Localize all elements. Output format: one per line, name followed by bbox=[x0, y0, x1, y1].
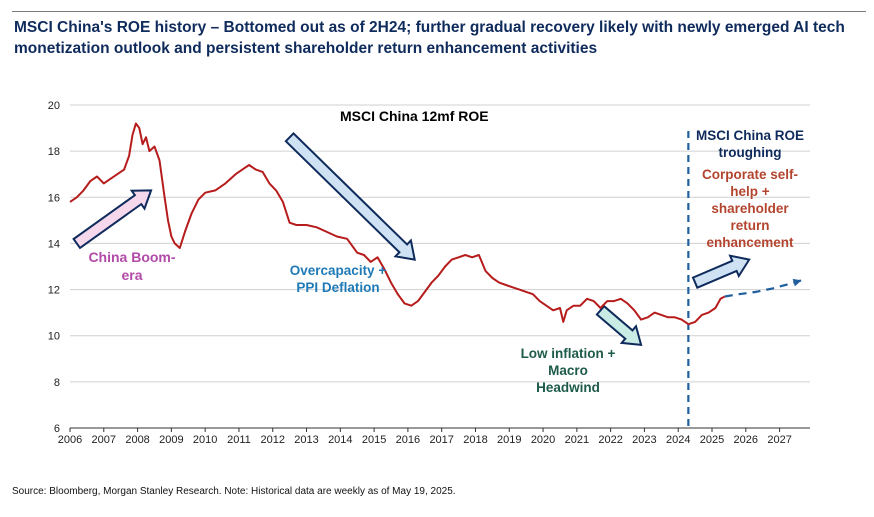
x-tick-label: 2027 bbox=[767, 434, 791, 446]
roe-line-chart: 6 8 10 12 14 16 18 20 2006 2007 2008 2009 2010 2011 20… bbox=[48, 100, 810, 446]
x-tick-label: 2024 bbox=[666, 434, 690, 446]
x-tick-label: 2007 bbox=[92, 434, 116, 446]
roe-series-line bbox=[69, 122, 726, 326]
low-inflation-label: Low inflation + Macro Headwind bbox=[520, 346, 616, 395]
x-tick-label: 2017 bbox=[429, 434, 453, 446]
top-rule bbox=[12, 11, 866, 12]
y-tick-label: 14 bbox=[48, 238, 60, 250]
x-tick-label: 2014 bbox=[328, 434, 352, 446]
y-tick-label: 8 bbox=[54, 377, 60, 389]
trend-arrow bbox=[72, 189, 153, 250]
x-tick-label: 2016 bbox=[396, 434, 420, 446]
y-tick-label: 6 bbox=[54, 423, 60, 435]
x-tick-label: 2018 bbox=[463, 434, 487, 446]
x-tick-label: 2021 bbox=[565, 434, 589, 446]
x-tick-label: 2022 bbox=[598, 434, 622, 446]
trend-arrow bbox=[595, 304, 643, 347]
x-tick-label: 2019 bbox=[497, 434, 521, 446]
projection-line bbox=[724, 279, 802, 298]
chart-title: MSCI China 12mf ROE bbox=[340, 108, 489, 124]
series-layer bbox=[69, 122, 802, 428]
axes: 6 8 10 12 14 16 18 20 2006 2007 2008 2009 2010 2011 20… bbox=[48, 100, 810, 446]
x-tick-label: 2013 bbox=[294, 434, 318, 446]
page-title: MSCI China's ROE history – Bottomed out … bbox=[14, 19, 845, 57]
china-boom-label: China Boom-era bbox=[88, 249, 176, 283]
y-tick-label: 16 bbox=[48, 192, 60, 204]
x-tick-label: 2023 bbox=[632, 434, 656, 446]
y-tick-label: 20 bbox=[48, 100, 60, 112]
x-tick-label: 2008 bbox=[125, 434, 149, 446]
source-note: Source: Bloomberg, Morgan Stanley Resear… bbox=[12, 486, 456, 497]
y-tick-label: 10 bbox=[48, 331, 60, 343]
x-tick-label: 2026 bbox=[734, 434, 758, 446]
y-tick-label: 12 bbox=[48, 285, 60, 297]
x-tick-label: 2012 bbox=[260, 434, 284, 446]
projection-arrowhead bbox=[792, 278, 802, 287]
gridlines bbox=[70, 104, 810, 383]
corporate-self-help-label: Corporate self-help + shareholder return… bbox=[701, 167, 799, 250]
x-tick-label: 2009 bbox=[159, 434, 183, 446]
x-tick-label: 2015 bbox=[362, 434, 386, 446]
trend-arrow bbox=[691, 254, 751, 290]
y-tick-label: 18 bbox=[48, 146, 60, 158]
x-tick-label: 2006 bbox=[58, 434, 82, 446]
x-tick-label: 2011 bbox=[227, 434, 251, 446]
trend-arrow bbox=[284, 131, 416, 261]
x-tick-label: 2025 bbox=[700, 434, 724, 446]
x-tick-label: 2010 bbox=[193, 434, 217, 446]
roe-troughing-label: MSCI China ROE troughing bbox=[695, 128, 804, 160]
trend-arrows bbox=[72, 131, 751, 347]
x-tick-label: 2020 bbox=[531, 434, 555, 446]
overcapacity-label: Overcapacity + PPI Deflation bbox=[289, 263, 387, 295]
